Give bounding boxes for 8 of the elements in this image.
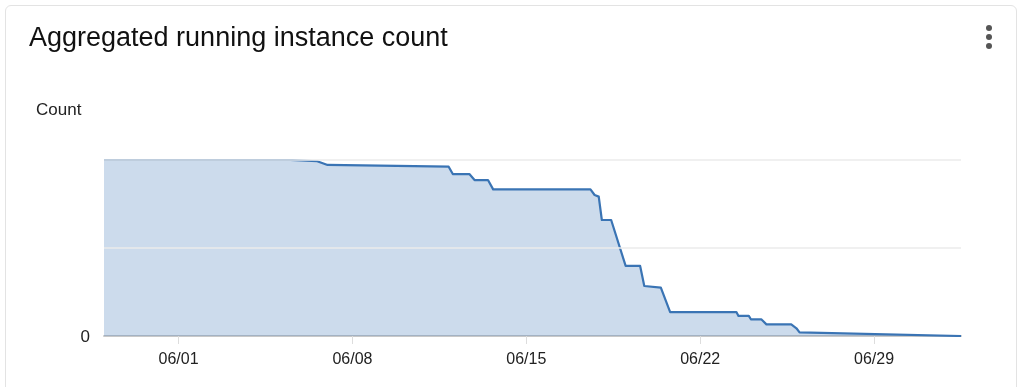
x-tick-label: 06/08 bbox=[332, 349, 373, 367]
text: 0 bbox=[80, 326, 90, 346]
x-tick-label: 06/29 bbox=[854, 349, 895, 367]
y-axis-title: Count bbox=[36, 100, 82, 119]
x-tick-label: 06/01 bbox=[158, 349, 199, 367]
x-tick-label: 06/15 bbox=[506, 349, 547, 367]
x-tick-label: 06/22 bbox=[680, 349, 721, 367]
chart-title: Aggregated running instance count bbox=[29, 21, 449, 52]
